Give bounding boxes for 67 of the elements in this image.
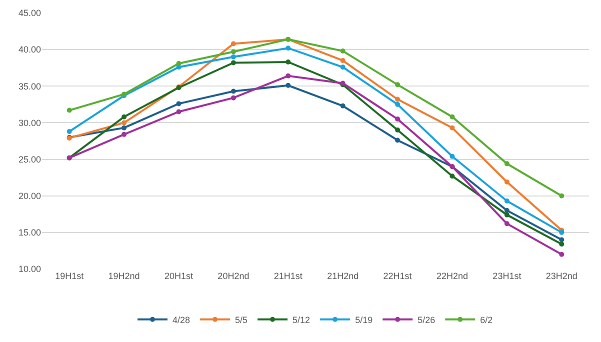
x-tick-label: 21H1st <box>274 271 303 281</box>
point <box>450 154 455 159</box>
y-tick-label: 40.00 <box>18 44 41 55</box>
point <box>395 96 400 102</box>
point <box>559 237 564 242</box>
point <box>450 174 455 179</box>
point <box>176 101 182 106</box>
point <box>559 242 564 247</box>
legend-label: 5/19 <box>355 314 373 325</box>
point <box>122 125 127 130</box>
point <box>504 198 510 204</box>
x-tick-label: 22H2nd <box>436 271 468 281</box>
point <box>504 221 510 226</box>
point <box>340 103 346 108</box>
x-tick-label: 19H2nd <box>108 271 140 281</box>
point <box>176 109 182 114</box>
x-tick-label: 23H1st <box>492 271 522 281</box>
y-tick-label: 45.00 <box>18 8 41 18</box>
point <box>66 128 72 134</box>
y-tick-label: 15.00 <box>18 228 41 238</box>
point <box>395 138 400 143</box>
legend-label: 5/12 <box>292 314 310 325</box>
point <box>122 120 127 126</box>
point <box>230 41 236 46</box>
point <box>286 60 291 65</box>
legend-label: 6/2 <box>480 314 493 325</box>
y-tick-label: 10.00 <box>18 264 41 274</box>
point <box>395 128 400 133</box>
point <box>504 161 510 166</box>
point <box>122 114 127 120</box>
point <box>504 179 510 184</box>
point <box>504 212 510 218</box>
point <box>395 116 400 122</box>
x-tick-label: 20H1st <box>164 271 194 281</box>
y-tick-label: 30.00 <box>18 118 41 128</box>
legend-label: 5/26 <box>418 314 436 325</box>
point <box>230 54 236 60</box>
y-tick-label: 35.00 <box>18 81 41 92</box>
x-tick-label: 22H1st <box>383 271 412 281</box>
point <box>504 208 510 213</box>
point <box>230 95 236 100</box>
point <box>286 73 291 78</box>
point <box>176 60 182 66</box>
legend-label: 5/5 <box>235 314 248 325</box>
y-tick-label: 20.00 <box>18 191 41 202</box>
point <box>230 60 236 66</box>
point <box>340 64 346 70</box>
point <box>340 58 346 64</box>
point <box>230 49 236 54</box>
point <box>66 108 72 113</box>
point <box>122 132 127 137</box>
point <box>450 125 455 130</box>
x-tick-label: 23H2nd <box>546 271 578 281</box>
point <box>230 88 236 94</box>
point <box>395 82 400 88</box>
point <box>340 48 346 54</box>
point <box>450 114 455 120</box>
point <box>559 252 564 257</box>
point <box>559 193 564 198</box>
x-tick-label: 21H2nd <box>327 271 359 281</box>
x-tick-label: 19H1st <box>55 271 84 281</box>
legend-label: 4/28 <box>172 314 190 325</box>
point <box>395 102 400 107</box>
x-tick-label: 20H2nd <box>218 271 250 281</box>
point <box>286 46 291 51</box>
y-tick-label: 25.00 <box>18 154 41 164</box>
point <box>286 82 291 88</box>
